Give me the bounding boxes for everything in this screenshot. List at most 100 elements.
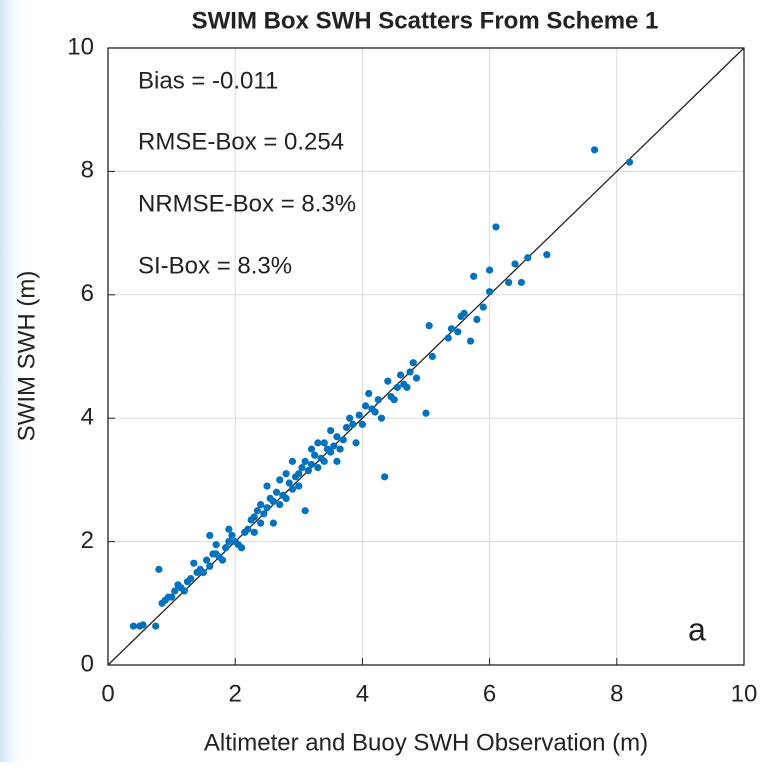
y-tick-label: 0 <box>81 650 94 677</box>
x-axis-label: Altimeter and Buoy SWH Observation (m) <box>204 729 648 756</box>
point <box>269 497 277 506</box>
point <box>409 359 417 367</box>
plot-frame <box>107 47 745 666</box>
point <box>361 402 370 410</box>
point <box>492 223 500 231</box>
point <box>206 531 214 540</box>
point <box>269 519 277 527</box>
point <box>374 396 382 404</box>
point <box>396 371 405 379</box>
point <box>333 457 341 465</box>
point <box>320 439 328 447</box>
point <box>307 460 316 469</box>
point <box>524 254 532 262</box>
point <box>180 587 188 595</box>
point <box>187 575 195 583</box>
point <box>466 337 475 345</box>
point <box>218 556 227 564</box>
point <box>288 457 297 465</box>
point <box>447 325 456 333</box>
point <box>358 420 366 428</box>
point <box>590 146 599 154</box>
point <box>320 457 328 465</box>
point <box>486 288 494 296</box>
point <box>272 488 281 496</box>
y-axis-label: SWIM SWH (m) <box>13 271 40 442</box>
y-tick-label: 6 <box>81 280 94 307</box>
point <box>301 457 309 465</box>
point <box>454 328 462 336</box>
point <box>288 485 297 493</box>
point <box>412 374 421 382</box>
point <box>202 556 211 564</box>
point <box>228 531 236 540</box>
point <box>190 559 198 567</box>
x-tick-label: 4 <box>356 680 369 707</box>
point <box>339 436 347 444</box>
point <box>371 408 379 416</box>
point <box>257 519 265 527</box>
point <box>152 622 160 630</box>
point <box>129 622 138 630</box>
point <box>257 500 265 509</box>
point <box>244 525 252 533</box>
point <box>199 568 207 577</box>
x-tick-label: 0 <box>101 680 114 707</box>
point <box>460 309 468 317</box>
point <box>155 565 163 573</box>
annotation: NRMSE-Box = 8.3% <box>138 190 356 217</box>
point <box>365 389 373 398</box>
point <box>301 507 309 515</box>
point <box>168 593 176 601</box>
point <box>377 414 386 422</box>
point <box>212 541 220 549</box>
point <box>381 473 389 481</box>
edge-decoration <box>0 0 30 762</box>
point <box>384 377 392 385</box>
point <box>237 544 246 552</box>
point <box>511 260 519 268</box>
point <box>393 383 401 391</box>
point <box>336 445 344 453</box>
point <box>327 448 335 456</box>
point <box>625 158 634 166</box>
chart-title: SWIM Box SWH Scatters From Scheme 1 <box>192 7 659 34</box>
point <box>346 414 354 422</box>
point <box>352 439 360 447</box>
point <box>263 504 271 512</box>
x-tick-label: 10 <box>731 680 758 707</box>
point <box>517 278 526 287</box>
point <box>428 352 436 361</box>
point <box>139 621 147 629</box>
annotation: SI-Box = 8.3% <box>138 252 292 279</box>
point <box>330 442 338 450</box>
point <box>406 368 414 376</box>
y-tick-label: 8 <box>81 157 94 184</box>
point <box>349 420 357 428</box>
point <box>222 544 230 552</box>
point <box>543 251 551 259</box>
panel-label: a <box>688 611 706 647</box>
point <box>253 507 262 515</box>
point <box>298 463 306 472</box>
annotation: Bias = -0.011 <box>138 67 278 94</box>
point <box>390 396 398 404</box>
point <box>171 587 179 595</box>
point <box>327 426 335 435</box>
point <box>311 451 319 459</box>
x-tick-label: 6 <box>483 680 496 707</box>
x-tick-label: 8 <box>610 680 623 707</box>
point <box>225 525 233 533</box>
point <box>307 445 316 453</box>
point <box>470 272 478 280</box>
point <box>295 470 303 478</box>
point <box>425 322 433 330</box>
point <box>295 482 303 490</box>
point <box>304 467 312 475</box>
point <box>444 334 452 342</box>
points <box>129 146 634 630</box>
point <box>260 510 268 518</box>
point <box>276 476 284 484</box>
